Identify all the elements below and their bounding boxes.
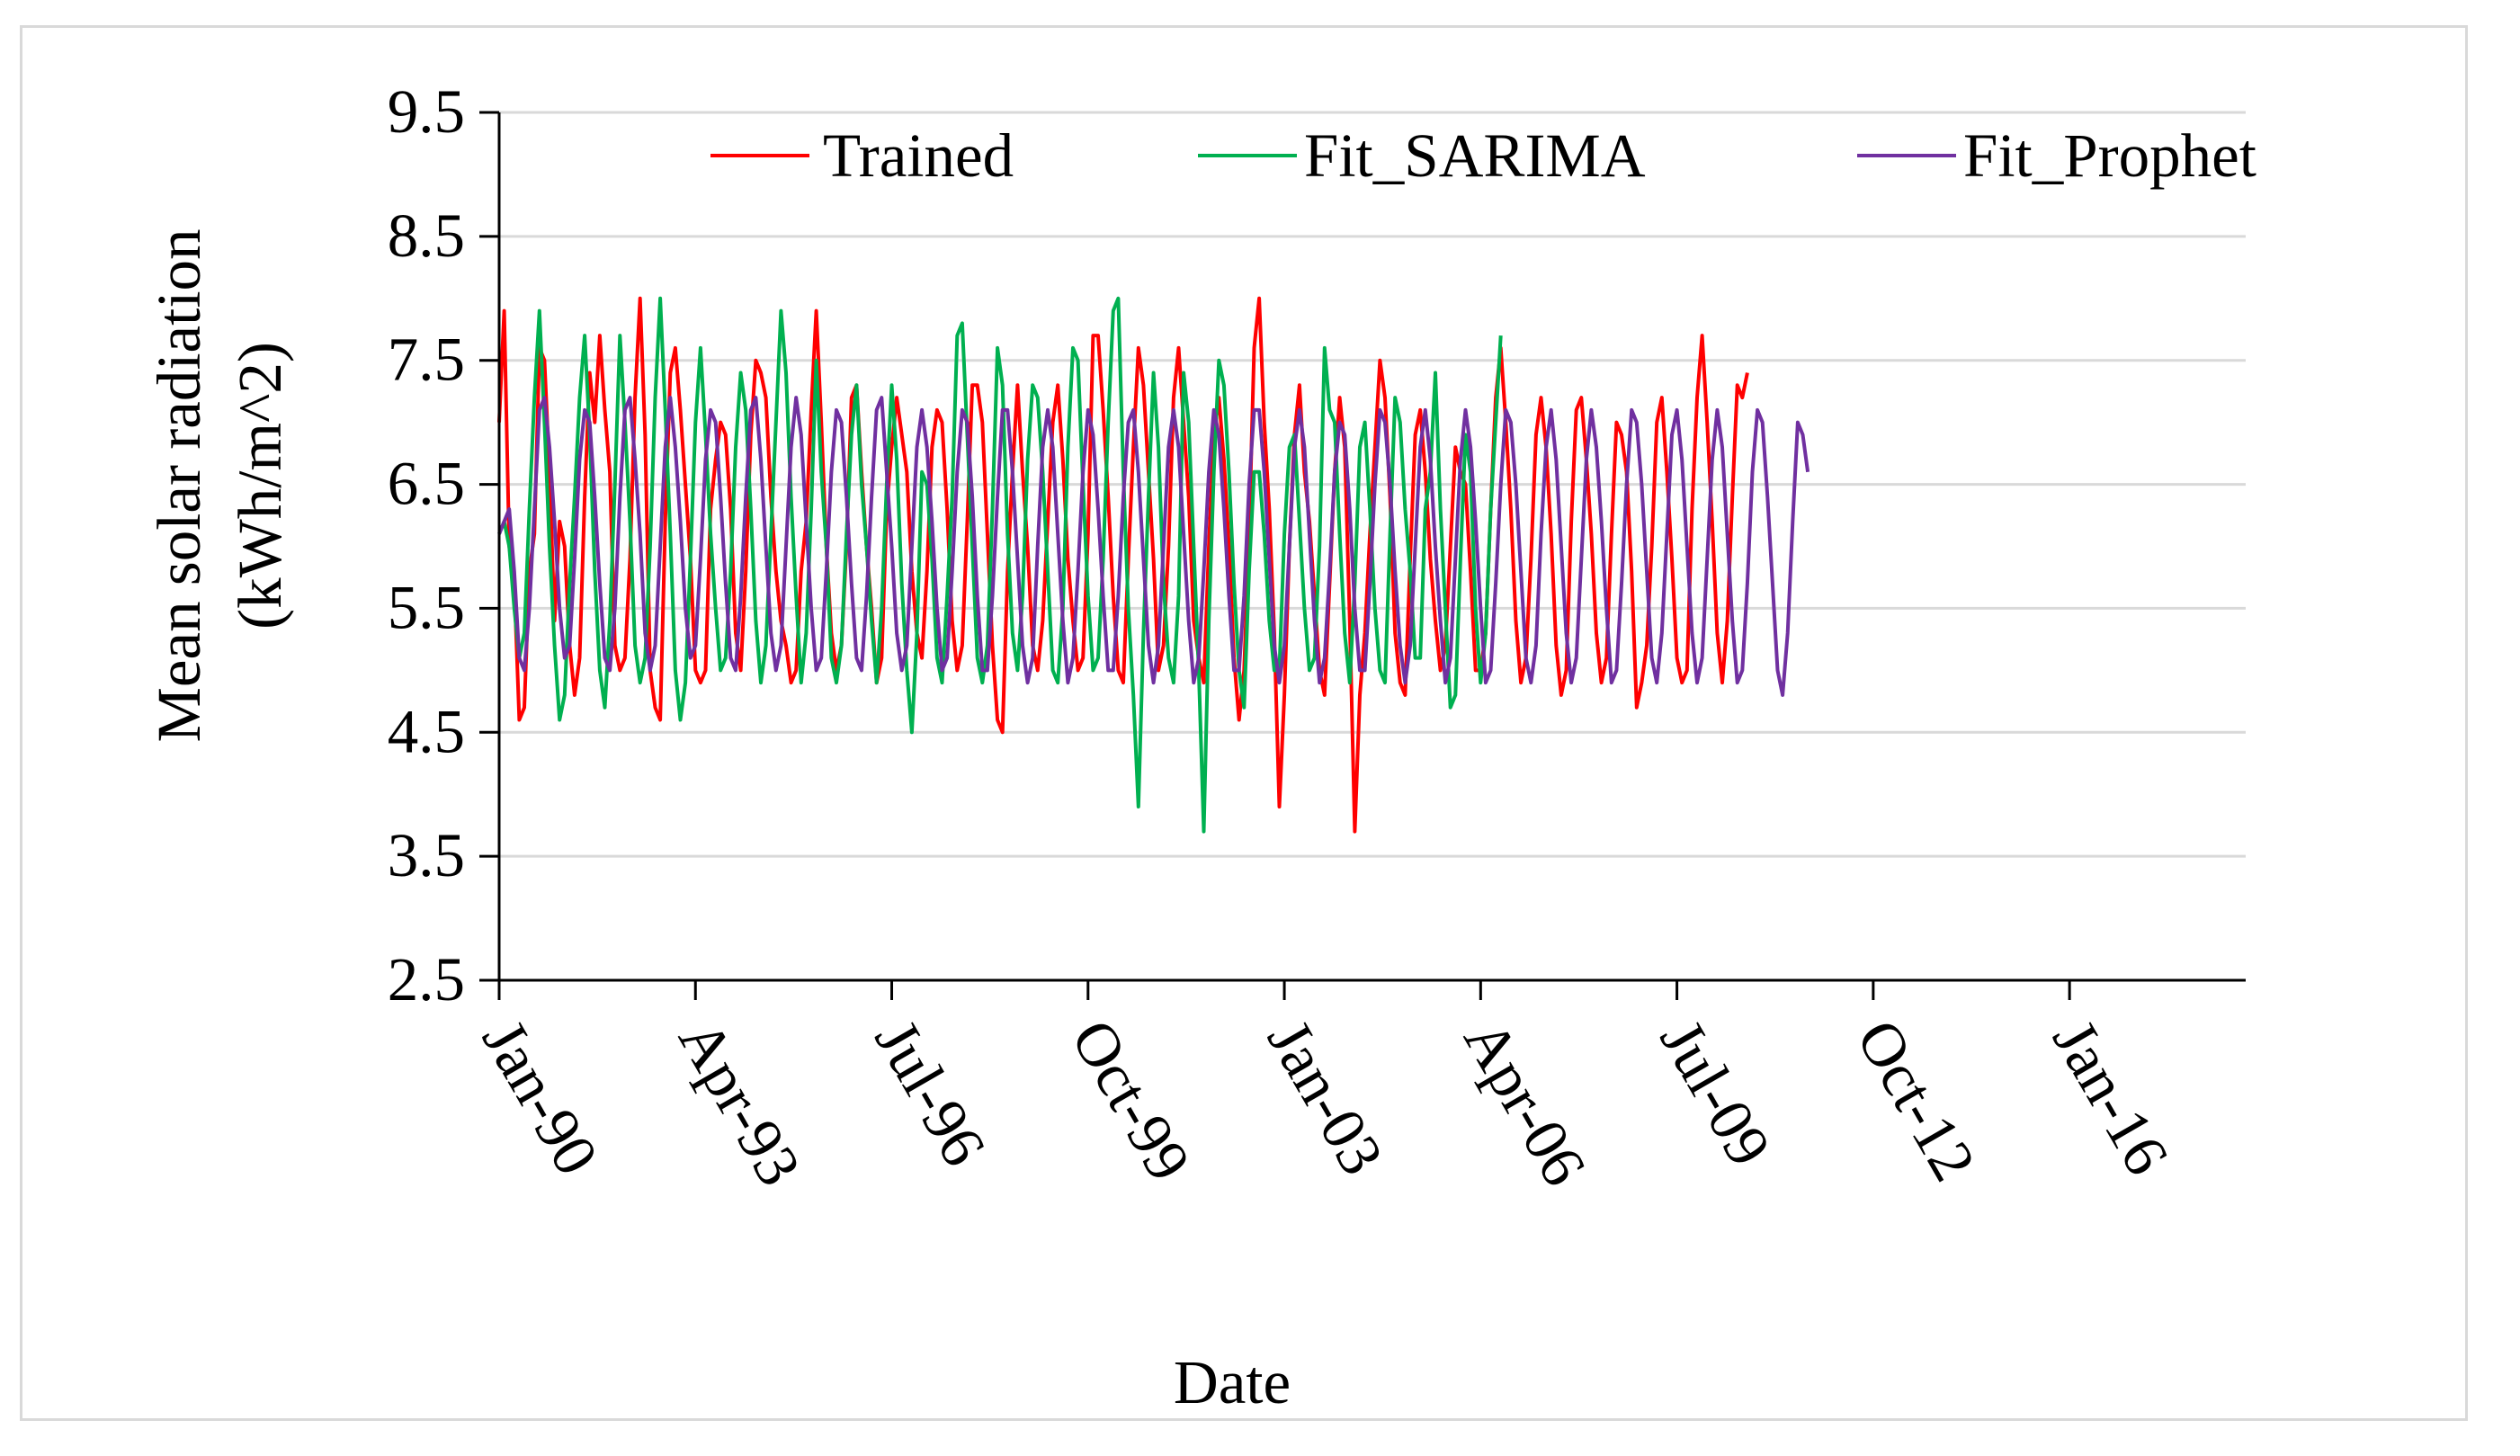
axes [497,112,2246,982]
y-tick-label: 7.5 [388,326,465,394]
series-lines [497,296,1810,834]
x-tick-label: Jan-03 [1255,1009,1397,1186]
x-tick-label: Apr-06 [1451,1009,1599,1197]
x-tick-label: Apr-93 [666,1009,814,1197]
x-axis-title: Date [1174,1348,1291,1416]
series-line-fit-prophet [497,396,1810,697]
y-tick-label: 8.5 [388,201,465,270]
legend-label-fit-sarima: Fit_SARIMA [1304,121,1646,190]
x-tick-label: Jul-96 [862,1009,999,1177]
y-tick-label: 4.5 [388,697,465,765]
series-line-fit-sarima [497,296,1503,834]
chart-frame [20,25,2468,1421]
x-tick-label: Jan-90 [469,1009,612,1186]
x-tick-label: Jul-09 [1648,1009,1784,1177]
legend-label-trained: Trained [823,121,1014,190]
y-axis-title-line1: Mean solar radiation [145,229,213,743]
x-tick-label: Oct-12 [1844,1009,1989,1192]
y-axis-tick-labels: 2.5 3.5 4.5 5.5 6.5 7.5 8.5 9.5 [388,77,465,1014]
y-axis-title-line2: (kWh/m^2) [226,342,294,630]
legend: Trained Fit_SARIMA Fit_Prophet [710,121,2256,190]
x-axis-tick-labels: Jan-90 Apr-93 Jul-96 Oct-99 Jan-03 Apr-06 Jul-… [469,1009,2182,1197]
y-tick-label: 9.5 [388,77,465,146]
y-tick-label: 2.5 [388,945,465,1014]
y-tick-label: 6.5 [388,450,465,518]
legend-label-fit-prophet: Fit_Prophet [1963,121,2256,190]
series-line-trained [497,296,1749,834]
y-tick-label: 5.5 [388,573,465,641]
x-tick-label: Jan-16 [2040,1009,2182,1186]
y-tick-label: 3.5 [388,821,465,889]
x-tick-label: Oct-99 [1059,1009,1204,1192]
